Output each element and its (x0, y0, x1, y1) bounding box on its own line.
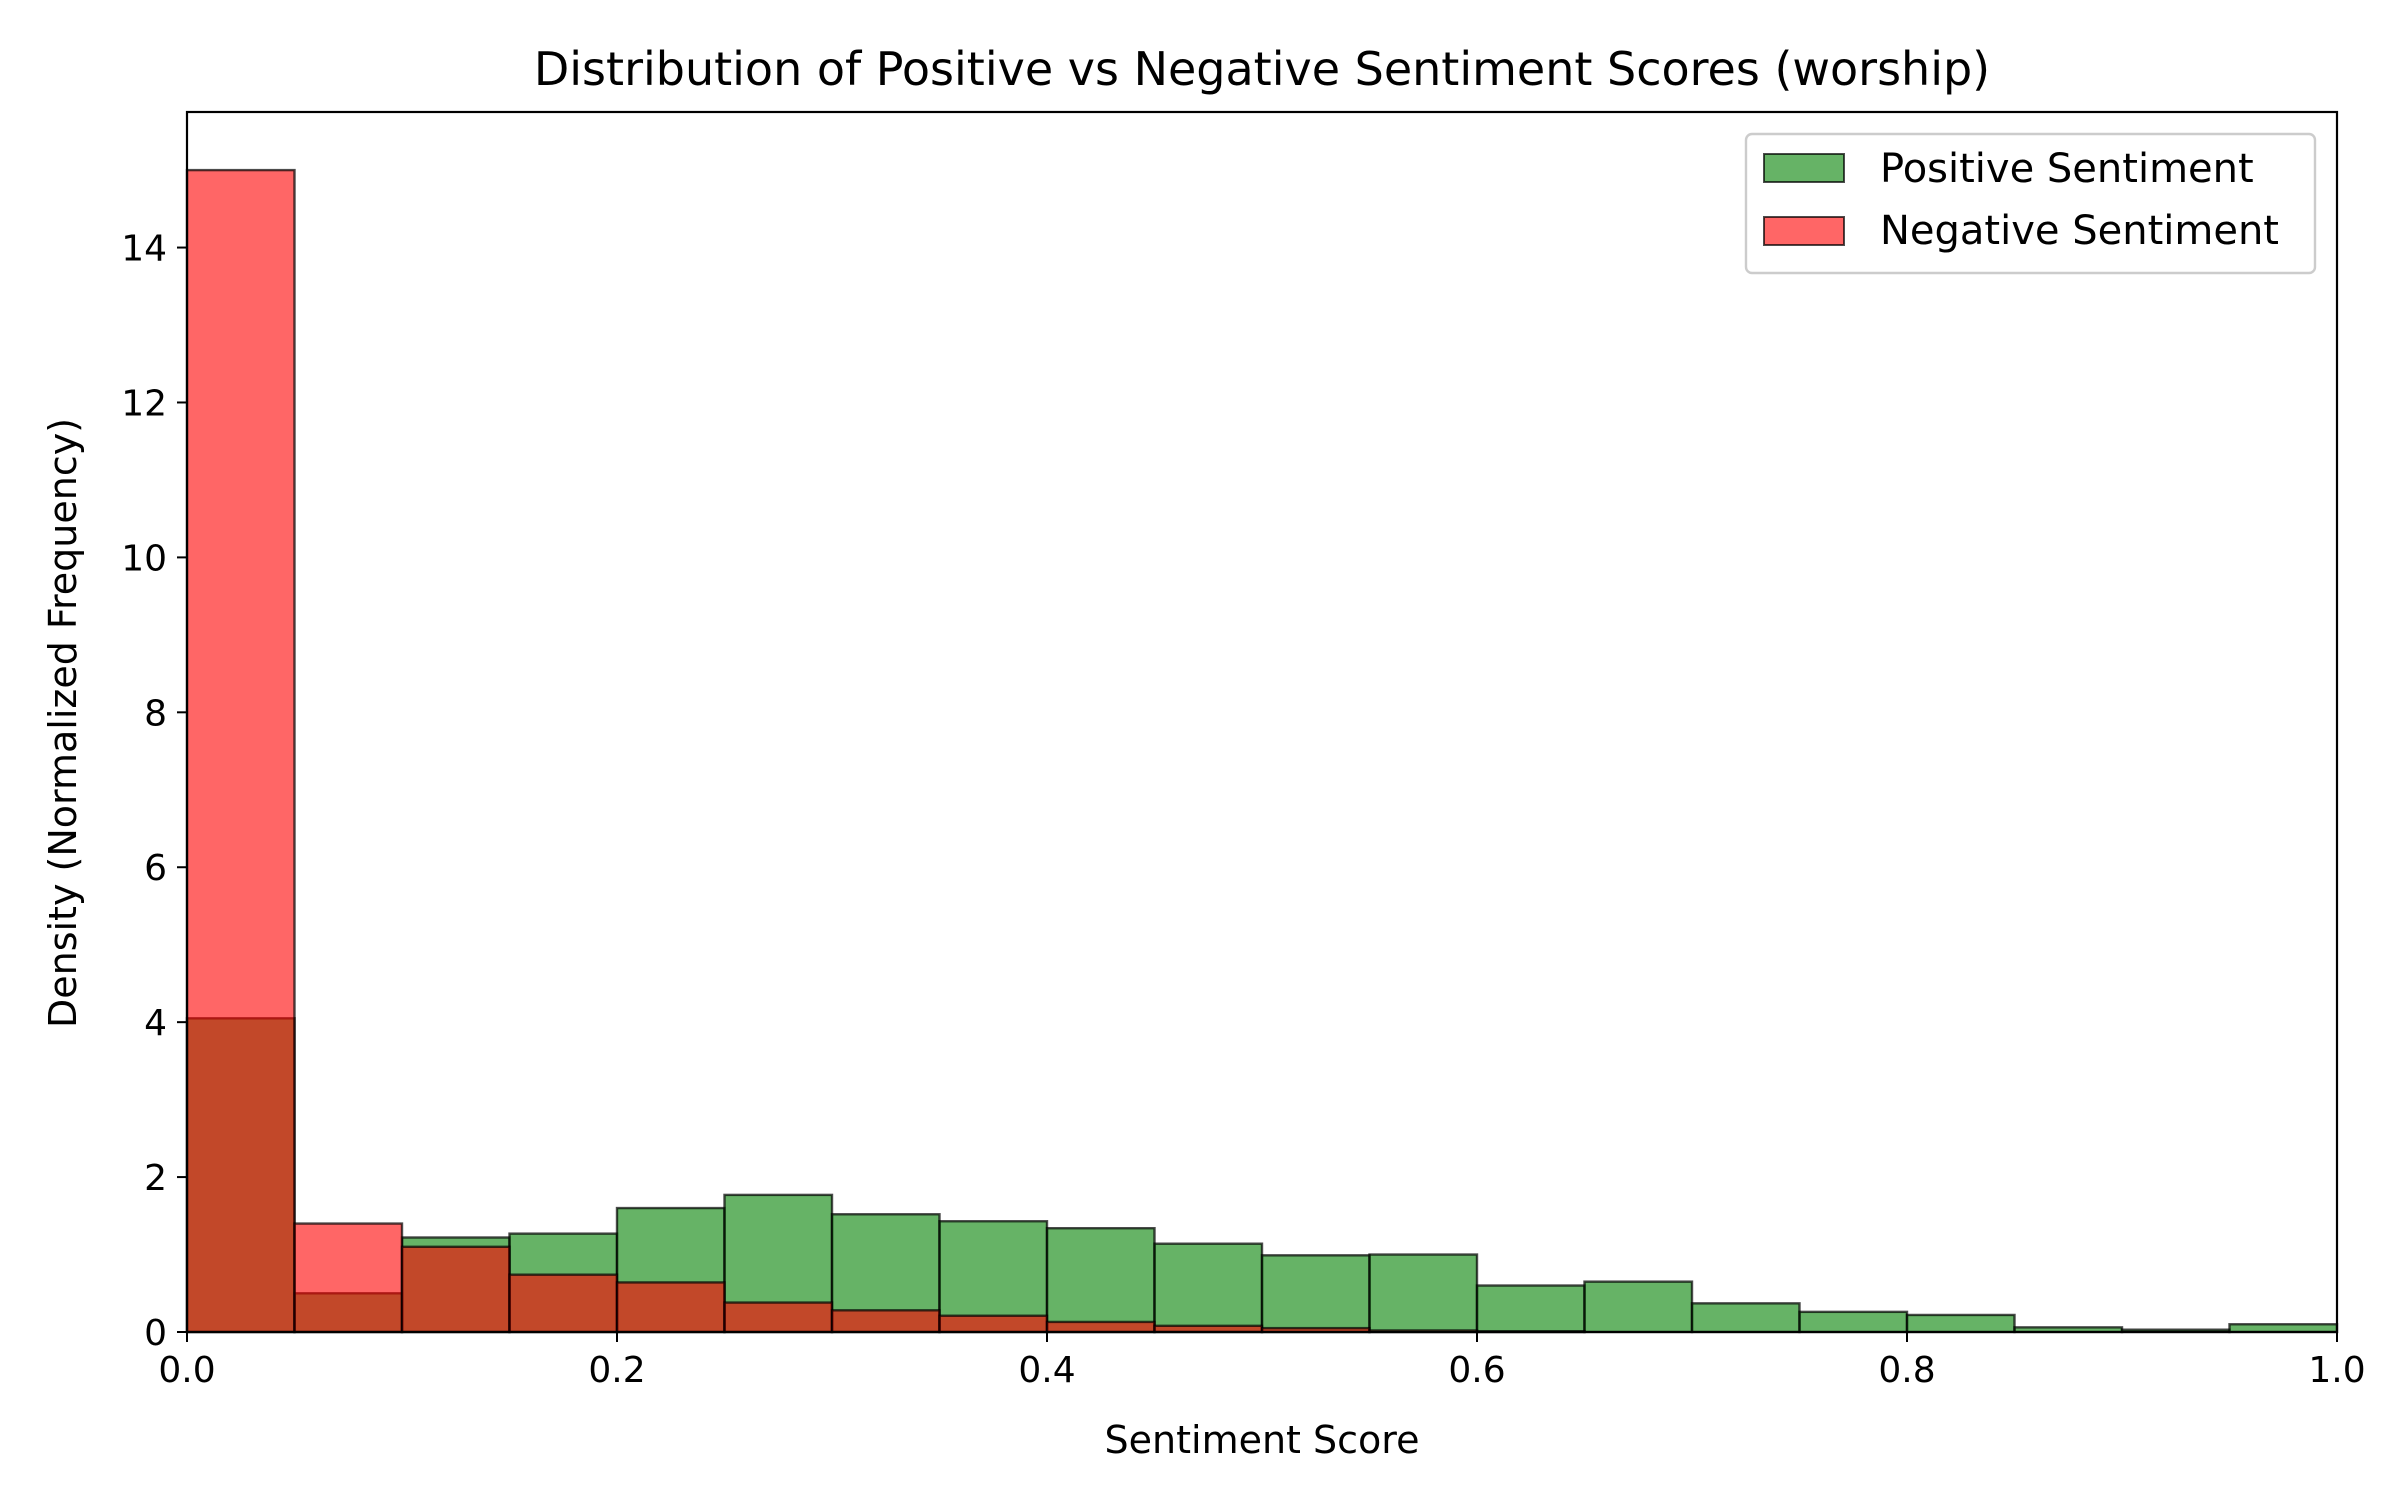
y-axis-ticks: 0 2 4 6 8 10 12 14 (121, 229, 187, 1354)
x-tick-label: 0.0 (158, 1350, 215, 1391)
positive-bar-9 (1153, 1242, 1264, 1334)
y-tick-label: 12 (121, 383, 167, 424)
legend-label-negative: Negative Sentiment (1880, 208, 2279, 254)
negative-bar-5 (723, 1301, 834, 1334)
y-tick-label: 10 (121, 538, 167, 579)
positive-bar-8 (1045, 1227, 1156, 1334)
positive-bar-7 (938, 1220, 1049, 1334)
x-tick-label: 0.2 (588, 1350, 645, 1391)
y-tick-label: 14 (121, 229, 167, 270)
positive-bar-19 (2228, 1323, 2339, 1334)
positive-bar-14 (1690, 1302, 1801, 1334)
positive-bar-16 (1905, 1313, 2016, 1334)
y-tick-label: 8 (144, 693, 167, 734)
plot-frame (185, 110, 2339, 1334)
positive-bar-10 (1260, 1254, 1371, 1334)
negative-bar-1 (293, 1222, 404, 1334)
negative-bar-3 (508, 1273, 619, 1334)
y-tick-label: 2 (144, 1158, 167, 1199)
negative-bar-2 (400, 1245, 511, 1334)
legend-label-positive: Positive Sentiment (1880, 146, 2254, 192)
legend-swatch-positive (1763, 153, 1845, 183)
legend-swatch-negative (1763, 216, 1845, 246)
positive-bar-15 (1798, 1310, 1909, 1334)
x-axis-ticks: 0.0 0.2 0.4 0.6 0.8 1.0 (158, 1332, 2366, 1391)
x-tick-label: 0.6 (1448, 1350, 1505, 1391)
negative-bar-8 (1045, 1320, 1156, 1334)
negative-bar-0 (185, 168, 296, 1334)
x-axis-label: Sentiment Score (1105, 1418, 1420, 1462)
bars-layer (185, 168, 2339, 1334)
chart-title: Distribution of Positive vs Negative Sen… (534, 42, 1990, 96)
negative-bar-7 (938, 1314, 1049, 1334)
y-tick-label: 0 (144, 1313, 167, 1354)
positive-bar-13 (1583, 1280, 1694, 1334)
x-tick-label: 1.0 (2308, 1350, 2365, 1391)
y-tick-label: 4 (144, 1003, 167, 1044)
legend-frame (1744, 132, 2317, 275)
positive-bar-11 (1368, 1253, 1479, 1334)
negative-bar-6 (830, 1309, 941, 1334)
positive-bar-12 (1475, 1284, 1586, 1334)
legend: Positive Sentiment Negative Sentiment (1744, 132, 2317, 275)
y-tick-label: 6 (144, 848, 167, 889)
y-axis-label: Density (Normalized Frequency) (41, 418, 85, 1028)
negative-bar-4 (615, 1281, 726, 1334)
x-tick-label: 0.8 (1878, 1350, 1935, 1391)
x-tick-label: 0.4 (1018, 1350, 1075, 1391)
